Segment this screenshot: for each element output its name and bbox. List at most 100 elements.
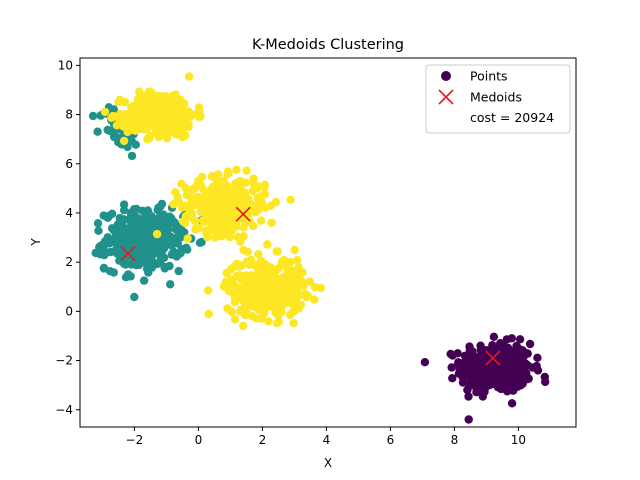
scatter-point — [310, 295, 319, 304]
scatter-point — [187, 186, 197, 195]
scatter-point — [420, 358, 430, 367]
scatter-point — [263, 240, 272, 249]
y-tick-label: 4 — [65, 206, 73, 220]
scatter-point — [151, 215, 160, 224]
scatter-point — [513, 382, 522, 391]
scatter-point — [157, 199, 167, 209]
scatter-point — [103, 213, 113, 222]
scatter-point — [246, 301, 255, 310]
x-tick-label: 10 — [511, 433, 526, 447]
scatter-point — [209, 182, 218, 191]
scatter-point — [223, 191, 232, 201]
scatter-point — [165, 108, 175, 117]
scatter-point — [133, 260, 142, 269]
plot-frame — [79, 57, 577, 428]
scatter-point — [447, 363, 456, 372]
scatter-point — [119, 136, 129, 146]
scatter-point — [183, 234, 192, 243]
scatter-point — [218, 181, 227, 190]
scatter-point — [524, 374, 533, 383]
x-tick-label: −2 — [126, 433, 144, 447]
scatter-point — [254, 250, 263, 259]
scatter-point — [269, 269, 279, 278]
scatter-point — [147, 235, 156, 244]
legend: Points Medoids cost = 20924 — [425, 64, 571, 134]
scatter-point — [502, 335, 511, 344]
scatter-point — [286, 195, 295, 204]
scatter-point — [515, 376, 524, 385]
scatter-point — [528, 363, 537, 372]
scatter-point — [517, 361, 527, 370]
scatter-point — [236, 183, 245, 192]
scatter-point — [158, 233, 168, 243]
scatter-point — [191, 225, 200, 234]
scatter-point — [239, 297, 249, 306]
scatter-point — [209, 214, 218, 224]
scatter-point — [249, 179, 258, 188]
scatter-point — [274, 317, 283, 326]
scatter-point — [119, 200, 129, 209]
scatter-point — [147, 93, 156, 102]
scatter-point — [272, 303, 281, 312]
scatter-point — [144, 268, 153, 277]
scatter-point — [288, 307, 298, 316]
y-tick-label: 6 — [65, 157, 73, 171]
scatter-point — [108, 111, 118, 121]
scatter-point — [203, 286, 213, 295]
y-axis-ticks: −4 −2 0 2 4 6 8 10 — [55, 58, 80, 417]
scatter-point — [256, 216, 266, 225]
scatter-point — [273, 247, 282, 256]
scatter-point — [235, 270, 244, 280]
scatter-point — [150, 243, 160, 252]
scatter-point — [204, 191, 214, 200]
scatter-point — [474, 360, 483, 370]
scatter-point — [196, 180, 206, 190]
scatter-point — [501, 354, 510, 363]
scatter-point — [289, 299, 298, 308]
scatter-point — [478, 346, 487, 356]
x-tick-label: 0 — [195, 433, 203, 447]
scatter-point — [120, 110, 129, 119]
scatter-point — [174, 266, 183, 276]
scatter-point — [484, 378, 494, 387]
legend-points-marker — [441, 71, 451, 81]
scatter-point — [113, 249, 122, 258]
legend-medoids-marker — [438, 89, 454, 105]
scatter-point — [223, 167, 233, 176]
scatter-point — [496, 339, 505, 348]
scatter-point — [464, 415, 473, 424]
scatter-point — [95, 242, 104, 252]
scatter-point — [519, 353, 528, 362]
scatter-point — [231, 219, 241, 228]
scatter-point — [139, 125, 148, 134]
scatter-point — [242, 279, 251, 288]
scatter-point — [275, 288, 284, 297]
scatter-point — [291, 270, 300, 280]
scatter-point — [131, 223, 140, 233]
y-tick-label: 0 — [65, 304, 73, 318]
scatter-point — [271, 197, 281, 207]
scatter-point — [177, 225, 186, 234]
medoid-marker — [235, 206, 251, 222]
scatter-point — [176, 249, 185, 258]
scatter-point — [251, 314, 260, 323]
scatter-point — [264, 294, 273, 303]
scatter-point — [153, 259, 162, 269]
x-axis-ticks: −2 0 2 4 6 8 10 — [126, 427, 526, 447]
scatter-point — [204, 309, 213, 319]
y-tick-label: 2 — [65, 255, 73, 269]
scatter-point — [136, 95, 145, 105]
y-tick-label: 10 — [58, 58, 73, 72]
scatter-point — [103, 233, 112, 242]
scatter-point — [503, 347, 513, 356]
scatter-point — [259, 260, 269, 269]
scatter-point — [525, 339, 535, 349]
scatter-point — [207, 225, 216, 234]
scatter-point — [260, 273, 269, 282]
scatter-point — [253, 275, 262, 284]
scatter-point — [253, 262, 262, 271]
scatter-point — [179, 217, 188, 226]
legend-medoids-label: Medoids — [470, 90, 522, 105]
scatter-point — [109, 268, 119, 277]
scatter-point — [150, 119, 159, 129]
